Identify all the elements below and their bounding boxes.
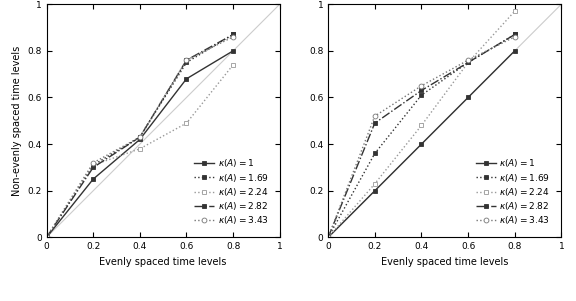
Line: $\kappa(A) = 3.43$: $\kappa(A) = 3.43$ xyxy=(44,34,236,240)
$\kappa(A) = 1.69$ xyxy=(372,152,378,155)
$\kappa(A) = 3.43$ xyxy=(183,58,190,62)
$\kappa(A) = 1$ xyxy=(230,49,237,53)
$\kappa(A) = 2.82$ xyxy=(137,135,143,139)
$\kappa(A) = 1.69$ xyxy=(465,61,472,64)
$\kappa(A) = 2.82$ xyxy=(43,236,50,239)
$\kappa(A) = 1.69$ xyxy=(137,135,143,139)
$\kappa(A) = 2.82$ xyxy=(418,89,425,92)
$\kappa(A) = 2.24$ xyxy=(372,182,378,186)
$\kappa(A) = 2.82$ xyxy=(183,58,190,62)
Line: $\kappa(A) = 2.82$: $\kappa(A) = 2.82$ xyxy=(44,32,236,240)
$\kappa(A) = 2.24$ xyxy=(418,124,425,127)
$\kappa(A) = 2.24$ xyxy=(183,121,190,125)
$\kappa(A) = 2.24$ xyxy=(43,236,50,239)
$\kappa(A) = 1$ xyxy=(372,189,378,193)
$\kappa(A) = 3.43$ xyxy=(465,58,472,62)
$\kappa(A) = 3.43$ xyxy=(511,35,518,39)
$\kappa(A) = 2.24$ xyxy=(325,236,332,239)
$\kappa(A) = 3.43$ xyxy=(325,236,332,239)
$\kappa(A) = 1$ xyxy=(137,138,143,141)
$\kappa(A) = 2.24$ xyxy=(230,63,237,67)
Line: $\kappa(A) = 2.24$: $\kappa(A) = 2.24$ xyxy=(325,9,517,240)
$\kappa(A) = 1.69$ xyxy=(418,93,425,97)
Line: $\kappa(A) = 1$: $\kappa(A) = 1$ xyxy=(325,48,517,240)
Line: $\kappa(A) = 2.24$: $\kappa(A) = 2.24$ xyxy=(44,62,236,240)
Y-axis label: Non-evenly spaced time levels: Non-evenly spaced time levels xyxy=(12,46,22,196)
Line: $\kappa(A) = 2.82$: $\kappa(A) = 2.82$ xyxy=(325,32,517,240)
Line: $\kappa(A) = 1$: $\kappa(A) = 1$ xyxy=(44,48,236,240)
$\kappa(A) = 1$ xyxy=(511,49,518,53)
$\kappa(A) = 1$ xyxy=(183,77,190,81)
$\kappa(A) = 2.24$ xyxy=(137,147,143,150)
X-axis label: Evenly spaced time levels: Evenly spaced time levels xyxy=(100,257,227,267)
$\kappa(A) = 2.24$ xyxy=(465,61,472,64)
$\kappa(A) = 1.69$ xyxy=(511,33,518,36)
$\kappa(A) = 1.69$ xyxy=(325,236,332,239)
$\kappa(A) = 2.82$ xyxy=(325,236,332,239)
$\kappa(A) = 1$ xyxy=(90,177,97,181)
$\kappa(A) = 1$ xyxy=(418,142,425,146)
$\kappa(A) = 1.69$ xyxy=(90,163,97,167)
$\kappa(A) = 2.82$ xyxy=(372,121,378,125)
$\kappa(A) = 1$ xyxy=(43,236,50,239)
$\kappa(A) = 2.82$ xyxy=(90,166,97,169)
$\kappa(A) = 3.43$ xyxy=(230,35,237,39)
$\kappa(A) = 3.43$ xyxy=(90,161,97,165)
$\kappa(A) = 2.24$ xyxy=(90,163,97,167)
$\kappa(A) = 1$ xyxy=(325,236,332,239)
$\kappa(A) = 3.43$ xyxy=(137,135,143,139)
Line: $\kappa(A) = 3.43$: $\kappa(A) = 3.43$ xyxy=(325,34,517,240)
$\kappa(A) = 2.82$ xyxy=(511,33,518,36)
$\kappa(A) = 1$ xyxy=(465,96,472,99)
X-axis label: Evenly spaced time levels: Evenly spaced time levels xyxy=(381,257,509,267)
Legend: $\kappa(A) = 1$, $\kappa(A) = 1.69$, $\kappa(A) = 2.24$, $\kappa(A) = 2.82$, $\k: $\kappa(A) = 1$, $\kappa(A) = 1.69$, $\k… xyxy=(192,156,271,228)
Line: $\kappa(A) = 1.69$: $\kappa(A) = 1.69$ xyxy=(44,32,236,240)
Legend: $\kappa(A) = 1$, $\kappa(A) = 1.69$, $\kappa(A) = 2.24$, $\kappa(A) = 2.82$, $\k: $\kappa(A) = 1$, $\kappa(A) = 1.69$, $\k… xyxy=(474,156,552,228)
$\kappa(A) = 1.69$ xyxy=(43,236,50,239)
$\kappa(A) = 3.43$ xyxy=(43,236,50,239)
$\kappa(A) = 2.82$ xyxy=(230,33,237,36)
$\kappa(A) = 2.82$ xyxy=(465,61,472,64)
$\kappa(A) = 2.24$ xyxy=(511,9,518,13)
$\kappa(A) = 3.43$ xyxy=(418,84,425,88)
Line: $\kappa(A) = 1.69$: $\kappa(A) = 1.69$ xyxy=(325,32,517,240)
$\kappa(A) = 1.69$ xyxy=(183,61,190,64)
$\kappa(A) = 1.69$ xyxy=(230,33,237,36)
$\kappa(A) = 3.43$ xyxy=(372,114,378,118)
